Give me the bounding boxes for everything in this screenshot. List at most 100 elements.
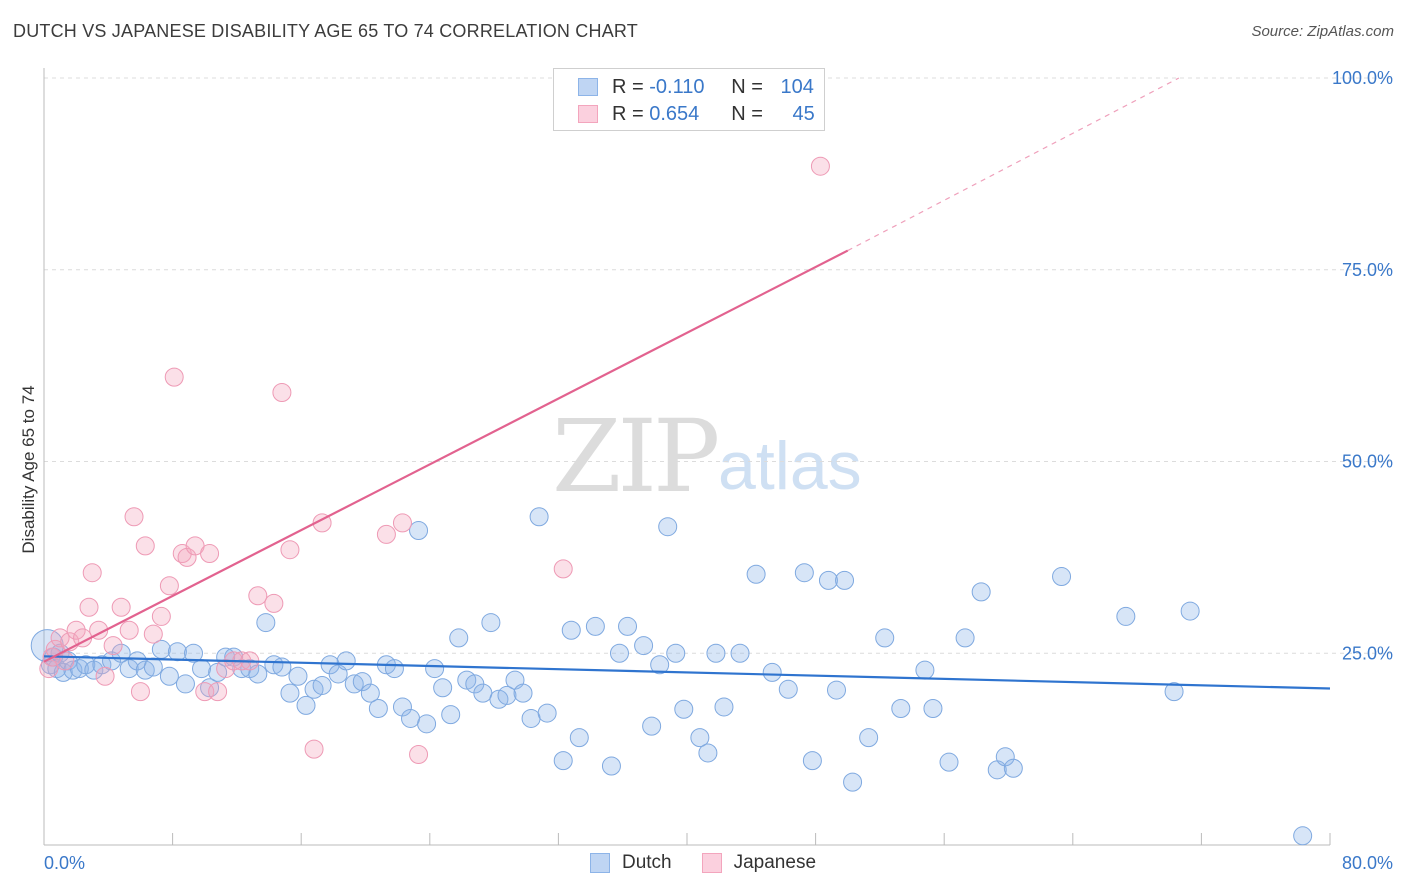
dutch-point (818, 570, 838, 590)
dutch-point (698, 743, 718, 763)
dutch-point (473, 683, 493, 703)
japanese-point (392, 513, 412, 533)
dutch-point (915, 660, 935, 680)
japanese-point (79, 597, 99, 617)
japanese-trend-extension (847, 77, 1180, 252)
japanese-point (124, 507, 144, 527)
dutch-point (513, 683, 533, 703)
dutch-point (778, 679, 798, 699)
dutch-point (288, 666, 308, 686)
legend-r-label: R = (612, 102, 650, 125)
dutch-point (746, 564, 766, 584)
dutch-point (762, 662, 782, 682)
dutch-point (352, 672, 372, 692)
dutch-point (955, 628, 975, 648)
dutch-point (1164, 682, 1184, 702)
dutch-point (609, 643, 629, 663)
legend-swatch-japanese (578, 105, 598, 123)
dutch-point (561, 620, 581, 640)
dutch-point (553, 751, 573, 771)
dutch-point (119, 659, 139, 679)
japanese-point (151, 606, 171, 626)
dutch-point (272, 657, 292, 677)
japanese-point (135, 536, 155, 556)
japanese-point (264, 593, 284, 613)
watermark-zip: ZIP (552, 398, 720, 515)
dutch-point (312, 675, 332, 695)
dutch-point (280, 683, 300, 703)
dutch-point (409, 521, 429, 541)
legend-n-value-japanese: 45 (792, 102, 815, 125)
dutch-point (264, 655, 284, 675)
stats-legend: R = -0.110 N = 104 R = 0.654 N = 45 (553, 68, 825, 131)
dutch-point (939, 752, 959, 772)
series-label-japanese: Japanese (733, 852, 817, 873)
japanese-point (280, 540, 300, 560)
dutch-point (449, 628, 469, 648)
series-swatch-dutch (589, 853, 610, 873)
series-legend-japanese[interactable]: Japanese (701, 852, 817, 874)
dutch-point (159, 666, 179, 686)
series-label-dutch: Dutch (621, 852, 672, 873)
japanese-point (66, 620, 86, 640)
dutch-point (650, 655, 670, 675)
dutch-point (417, 714, 437, 734)
japanese-point (119, 620, 139, 640)
dutch-point (585, 616, 605, 636)
dutch-point (1180, 601, 1200, 621)
dutch-point (835, 570, 855, 590)
japanese-point (553, 559, 573, 579)
dutch-point (521, 708, 541, 728)
dutch-point (642, 716, 662, 736)
legend-swatch-dutch (578, 78, 598, 96)
dutch-point (1003, 758, 1023, 778)
dutch-point (794, 563, 814, 583)
dutch-point (891, 698, 911, 718)
japanese-point (111, 597, 131, 617)
chart-title: DUTCH VS JAPANESE DISABILITY AGE 65 TO 7… (13, 21, 638, 41)
series-legend-dutch[interactable]: Dutch (589, 852, 672, 874)
dutch-point (368, 698, 388, 718)
x-tick-label: 80.0% (1342, 853, 1393, 873)
dutch-point (1116, 606, 1136, 626)
dutch-point (401, 708, 421, 728)
dutch-point (995, 747, 1015, 767)
dutch-point (971, 582, 991, 602)
dutch-point (167, 642, 187, 662)
japanese-point (82, 563, 102, 583)
japanese-point (216, 659, 236, 679)
dutch-point (256, 613, 276, 633)
japanese-point (130, 682, 150, 702)
dutch-point (481, 613, 501, 633)
dutch-trend-line (43, 655, 1331, 690)
dutch-point (529, 507, 549, 527)
dutch-point (175, 674, 195, 694)
dutch-point (666, 643, 686, 663)
japanese-point (376, 524, 396, 544)
dutch-point (497, 685, 517, 705)
dutch-point (658, 517, 678, 537)
dutch-point (336, 651, 356, 671)
japanese-point (95, 666, 115, 686)
dutch-point (674, 699, 694, 719)
japanese-trend-line (43, 249, 849, 663)
legend-n-value-dutch: 104 (780, 75, 814, 98)
series-swatch-japanese (701, 853, 722, 873)
japanese-point (50, 628, 70, 648)
dutch-point (706, 643, 726, 663)
y-tick-label: 25.0% (1342, 643, 1393, 663)
dutch-point (923, 698, 943, 718)
dutch-point (183, 643, 203, 663)
japanese-point (177, 547, 197, 567)
dutch-point (296, 695, 316, 715)
x-tick-label: 0.0% (44, 853, 85, 873)
dutch-point (441, 705, 461, 725)
dutch-point (344, 674, 364, 694)
y-tick-label: 50.0% (1342, 452, 1393, 472)
japanese-point (143, 624, 163, 644)
series-legend: Dutch Japanese (0, 852, 1406, 874)
dutch-point (360, 683, 380, 703)
japanese-point (208, 682, 228, 702)
japanese-point (248, 586, 268, 606)
